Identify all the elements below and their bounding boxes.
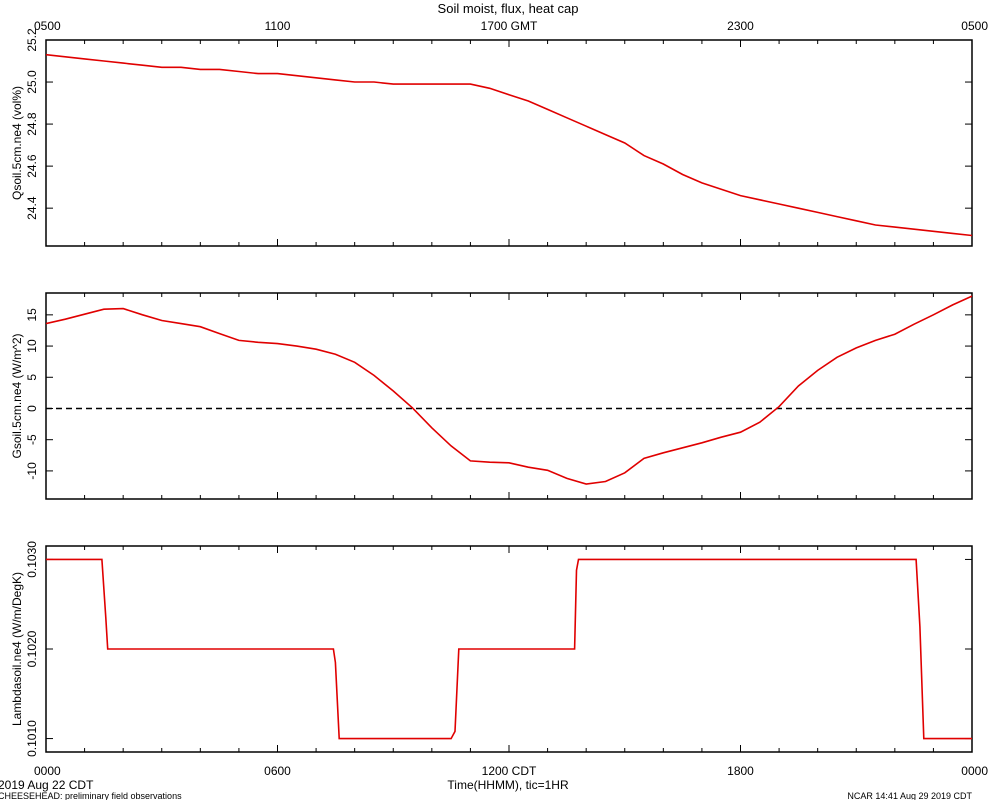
bottom-tick-label: 0600 bbox=[264, 764, 291, 778]
y-tick-label: 25.0 bbox=[25, 70, 39, 94]
y-tick-label: -10 bbox=[25, 462, 39, 480]
y-tick-label: 0.1030 bbox=[25, 541, 39, 578]
top-tick-label: 1700 GMT bbox=[481, 19, 538, 33]
top-tick-label: 0500 bbox=[961, 19, 988, 33]
bottom-tick-label: 0000 bbox=[34, 764, 61, 778]
y-tick-label: 10 bbox=[25, 339, 39, 353]
footer-date: 2019 Aug 22 CDT bbox=[0, 778, 94, 792]
y-axis-label: Gsoil.5cm.ne4 (W/m^2) bbox=[10, 334, 24, 459]
top-tick-label: 0500 bbox=[34, 19, 61, 33]
footer-project: CHEESEHEAD: preliminary field observatio… bbox=[0, 791, 182, 800]
bottom-tick-label: 0000 bbox=[961, 764, 988, 778]
y-tick-label: 24.4 bbox=[25, 196, 39, 220]
top-axis-tick-labels: 0500 1100 1700 GMT 2300 0500 bbox=[34, 19, 988, 33]
x-axis-label: Time(HHMM), tic=1HR bbox=[447, 778, 569, 792]
series-line bbox=[46, 295, 972, 485]
y-tick-label: -5 bbox=[25, 434, 39, 445]
bottom-tick-label: 1200 CDT bbox=[482, 764, 537, 778]
top-tick-label: 1100 bbox=[265, 19, 291, 33]
bottom-axis-tick-labels: 0000 0600 1200 CDT 1800 0000 bbox=[34, 764, 988, 778]
y-tick-label: 0.1010 bbox=[25, 720, 39, 757]
series-line bbox=[46, 53, 972, 237]
y-tick-label: 24.6 bbox=[25, 154, 39, 178]
y-axis-label: Qsoil.5cm.ne4 (vol%) bbox=[10, 86, 24, 200]
footer-credit: NCAR 14:41 Aug 29 2019 CDT bbox=[847, 791, 972, 800]
bottom-tick-label: 1800 bbox=[727, 764, 754, 778]
y-tick-label: 24.8 bbox=[25, 112, 39, 136]
panel-1: 24.4 24.6 24.8 25.0 25.2 Qsoil.5cm.ne4 (vol%) bbox=[10, 28, 973, 247]
y-tick-label: 0 bbox=[25, 405, 39, 412]
y-tick-label: 15 bbox=[25, 308, 39, 322]
chart-title: Soil moist, flux, heat cap bbox=[438, 1, 579, 16]
y-tick-label: 5 bbox=[25, 374, 39, 381]
y-tick-label: 0.1020 bbox=[25, 630, 39, 667]
top-tick-label: 2300 bbox=[727, 19, 754, 33]
series-line bbox=[46, 558, 972, 740]
y-axis-label: Lambdasoil.ne4 (W/m/DegK) bbox=[10, 572, 24, 726]
y-tick-label: 25.2 bbox=[25, 28, 39, 52]
chart-panels: 24.4 24.6 24.8 25.0 25.2 Qsoil.5cm.ne4 (vol%)… bbox=[10, 28, 973, 757]
